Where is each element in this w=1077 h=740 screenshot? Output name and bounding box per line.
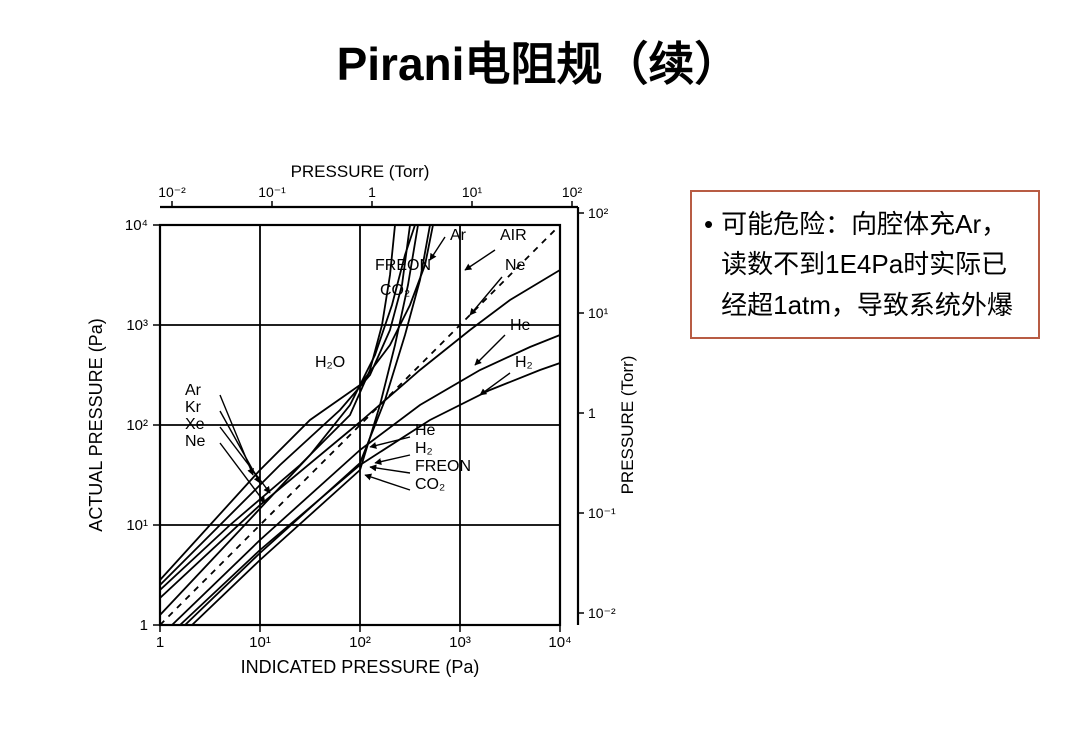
svg-text:1: 1: [588, 405, 596, 421]
svg-text:FREON: FREON: [415, 458, 471, 475]
svg-text:PRESSURE (Torr): PRESSURE (Torr): [291, 165, 430, 181]
svg-text:FREON: FREON: [375, 257, 431, 274]
svg-text:10¹: 10¹: [249, 634, 271, 651]
warning-note-box: • 可能危险：向腔体充Ar，读数不到1E4Pa时实际已经超1atm，导致系统外爆: [690, 190, 1040, 339]
svg-text:10¹: 10¹: [588, 305, 609, 321]
svg-text:10⁻²: 10⁻²: [588, 605, 616, 621]
svg-text:10⁻²: 10⁻²: [158, 184, 186, 200]
bullet-dot: •: [704, 204, 713, 325]
svg-text:10⁻¹: 10⁻¹: [588, 505, 616, 521]
svg-text:10²: 10²: [562, 184, 583, 200]
svg-text:Ar: Ar: [450, 227, 467, 244]
svg-text:Xe: Xe: [185, 416, 205, 433]
svg-text:10¹: 10¹: [126, 517, 148, 534]
svg-text:H₂O: H₂O: [315, 354, 345, 371]
pirani-gas-response-chart: 1 10¹ 10² 10³ 10⁴ INDICATED PRESSURE (Pa) 1 10¹…: [60, 165, 680, 730]
svg-text:H₂: H₂: [515, 354, 533, 371]
svg-text:Ne: Ne: [505, 257, 526, 274]
svg-text:10⁴: 10⁴: [548, 634, 571, 651]
svg-text:10⁴: 10⁴: [125, 217, 148, 234]
svg-text:1: 1: [156, 634, 164, 651]
svg-text:1: 1: [368, 184, 376, 200]
svg-text:10²: 10²: [349, 634, 371, 651]
svg-text:INDICATED PRESSURE (Pa): INDICATED PRESSURE (Pa): [241, 657, 480, 677]
svg-text:He: He: [510, 317, 531, 334]
svg-text:CO₂: CO₂: [380, 282, 410, 299]
svg-text:Kr: Kr: [185, 399, 202, 416]
slide-title: Pirani电阻规（续）: [0, 28, 1077, 94]
svg-text:10²: 10²: [126, 417, 148, 434]
svg-text:CO₂: CO₂: [415, 476, 445, 493]
svg-text:10³: 10³: [449, 634, 471, 651]
chart-svg: 1 10¹ 10² 10³ 10⁴ INDICATED PRESSURE (Pa) 1 10¹…: [60, 165, 680, 730]
svg-text:Ar: Ar: [185, 382, 202, 399]
svg-text:H₂: H₂: [415, 440, 433, 457]
svg-text:PRESSURE (Torr): PRESSURE (Torr): [618, 356, 637, 495]
svg-text:ACTUAL PRESSURE (Pa): ACTUAL PRESSURE (Pa): [86, 318, 106, 531]
svg-text:10⁻¹: 10⁻¹: [258, 184, 286, 200]
svg-text:10³: 10³: [126, 317, 148, 334]
svg-text:Ne: Ne: [185, 433, 206, 450]
svg-text:He: He: [415, 422, 436, 439]
svg-text:10²: 10²: [588, 205, 609, 221]
svg-text:10¹: 10¹: [462, 184, 483, 200]
svg-text:AIR: AIR: [500, 227, 527, 244]
svg-text:1: 1: [140, 617, 148, 634]
warning-note-text: 可能危险：向腔体充Ar，读数不到1E4Pa时实际已经超1atm，导致系统外爆: [721, 204, 1022, 325]
